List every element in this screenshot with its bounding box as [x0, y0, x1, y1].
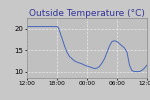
Title: Outside Temperature (°C): Outside Temperature (°C)	[29, 9, 145, 18]
